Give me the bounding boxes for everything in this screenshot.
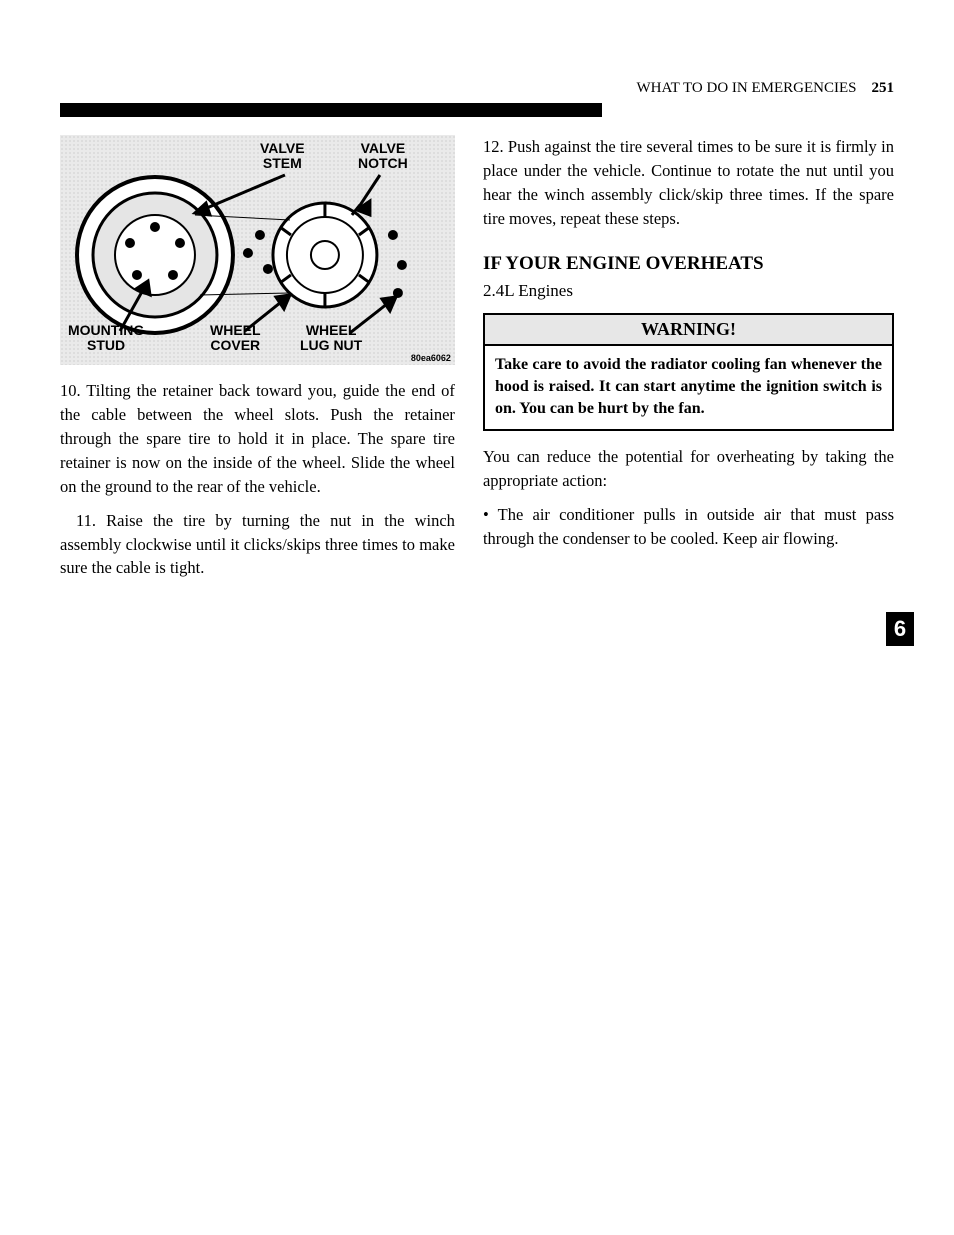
figure-code: 80ea6062 [411,353,451,363]
right-paragraph-top: 12. Push against the tire several times … [483,135,894,231]
tire-icon [77,177,233,333]
label-valve-notch: VALVENOTCH [358,141,408,170]
page-number: 251 [872,80,895,96]
warning-title: WARNING! [485,315,892,346]
wheel-cover-figure: VALVESTEM VALVENOTCH MOUNTINGSTUD WHEELC… [60,135,455,365]
subheading-engine: 2.4L Engines [483,281,894,301]
warning-body: Take care to avoid the radiator cooling … [485,346,892,429]
right-column: 12. Push against the tire several times … [483,135,894,590]
left-body-text: 10. Tilting the retainer back toward you… [60,379,455,580]
label-wheel-lug-nut: WHEELLUG NUT [300,323,362,352]
right-paragraph-b2: • The air conditioner pulls in outside a… [483,503,894,551]
warning-box: WARNING! Take care to avoid the radiator… [483,313,894,431]
running-head: WHAT TO DO IN EMERGENCIES 251 [60,80,894,97]
two-column-layout: VALVESTEM VALVENOTCH MOUNTINGSTUD WHEELC… [60,135,894,590]
header-right: WHAT TO DO IN EMERGENCIES 251 [637,80,895,97]
label-valve-stem: VALVESTEM [260,141,305,170]
left-paragraph-1: 10. Tilting the retainer back toward you… [60,379,455,499]
label-wheel-cover: WHEELCOVER [210,323,261,352]
section-tab: 6 [886,612,914,646]
right-paragraph-b1: You can reduce the potential for overhea… [483,445,894,493]
label-mounting-stud: MOUNTINGSTUD [68,323,144,352]
section-tab-number: 6 [894,616,906,642]
right-body-top: 12. Push against the tire several times … [483,135,894,231]
right-body-bottom: You can reduce the potential for overhea… [483,445,894,551]
left-column: VALVESTEM VALVENOTCH MOUNTINGSTUD WHEELC… [60,135,455,590]
left-paragraph-2: 11. Raise the tire by turning the nut in… [60,509,455,581]
wheel-cover-icon [273,203,377,307]
header-section-title: WHAT TO DO IN EMERGENCIES [637,80,857,96]
page: WHAT TO DO IN EMERGENCIES 251 [0,0,954,1235]
heading-overheats: IF YOUR ENGINE OVERHEATS [483,253,894,275]
header-rule [60,103,602,117]
